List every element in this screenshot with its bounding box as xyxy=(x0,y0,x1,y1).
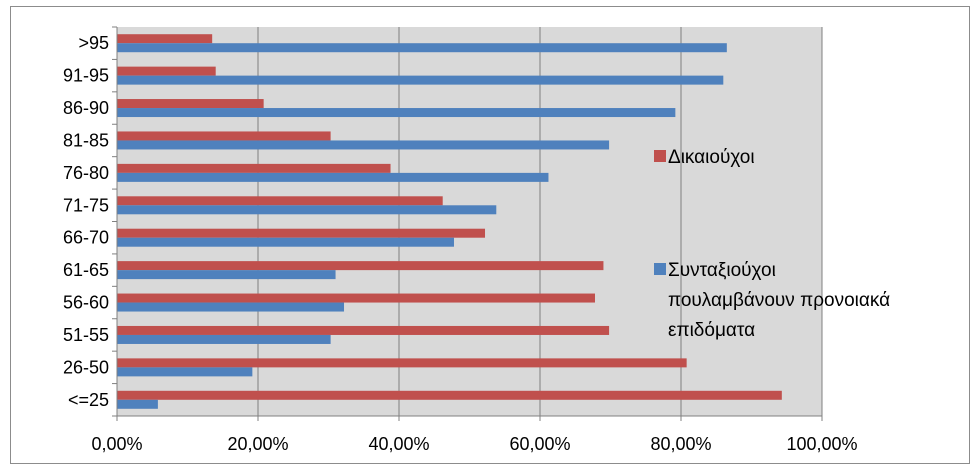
y-tick-label: 81-85 xyxy=(63,130,109,150)
bars xyxy=(117,34,782,409)
bar-dikaiouxoi xyxy=(117,228,486,238)
bar-syntaxiouxoi xyxy=(117,334,331,344)
legend: Δικαιούχοι Συνταξιούχοι πουλαμβάνουν προν… xyxy=(654,147,890,341)
x-tick-label: 80,00% xyxy=(650,434,711,454)
bar-syntaxiouxoi xyxy=(117,270,336,280)
bar-syntaxiouxoi xyxy=(117,172,549,182)
bar-dikaiouxoi xyxy=(117,99,264,109)
bar-syntaxiouxoi xyxy=(117,75,724,85)
bar-dikaiouxoi xyxy=(117,34,213,44)
y-tick-label: >95 xyxy=(78,33,109,53)
bar-syntaxiouxoi xyxy=(117,205,497,215)
x-tick-label: 100,00% xyxy=(786,434,857,454)
x-tick-label: 60,00% xyxy=(509,434,570,454)
bar-dikaiouxoi xyxy=(117,131,331,141)
y-tick-label: 91-95 xyxy=(63,66,109,86)
bar-dikaiouxoi xyxy=(117,358,687,368)
gridlines xyxy=(257,27,823,416)
x-tick-label: 0,00% xyxy=(91,434,142,454)
legend-swatch-dikaiouxoi xyxy=(654,150,666,162)
legend-label-line: πουλαμβάνουν προνοιακά xyxy=(668,290,890,311)
bar-syntaxiouxoi xyxy=(117,367,253,377)
x-tick-label: 20,00% xyxy=(227,434,288,454)
y-tick-label: 26-50 xyxy=(63,357,109,377)
bar-dikaiouxoi xyxy=(117,66,216,76)
bar-syntaxiouxoi xyxy=(117,237,454,247)
x-tick-label: 40,00% xyxy=(368,434,429,454)
y-tick-label: 56-60 xyxy=(63,293,109,313)
bar-syntaxiouxoi xyxy=(117,399,158,409)
legend-label-line: επιδόματα xyxy=(668,320,755,341)
bar-dikaiouxoi xyxy=(117,325,610,335)
bar-dikaiouxoi xyxy=(117,261,604,271)
bar-dikaiouxoi xyxy=(117,293,595,303)
y-tick-label: 71-75 xyxy=(63,195,109,215)
bar-syntaxiouxoi xyxy=(117,302,345,312)
bar-dikaiouxoi xyxy=(117,196,443,206)
plot-area xyxy=(117,27,822,416)
legend-swatch-syntaxiouxoi xyxy=(654,263,666,275)
y-tick-label: 86-90 xyxy=(63,98,109,118)
bar-syntaxiouxoi xyxy=(117,43,727,53)
y-tick-label: 66-70 xyxy=(63,228,109,248)
y-tick-label: <=25 xyxy=(68,390,109,410)
y-tick-label: 61-65 xyxy=(63,260,109,280)
bar-dikaiouxoi xyxy=(117,163,391,173)
x-axis: 0,00% 20,00% 40,00% 60,00% 80,00% 100,00% xyxy=(91,415,858,454)
legend-label-syntaxiouxoi: Συνταξιούχοι πουλαμβάνουν προνοιακά επιδόμ… xyxy=(668,260,890,341)
legend-label-line: Συνταξιούχοι xyxy=(668,260,776,281)
legend-label-dikaiouxoi: Δικαιούχοι xyxy=(668,147,755,168)
bar-syntaxiouxoi xyxy=(117,108,676,118)
bar-dikaiouxoi xyxy=(117,390,782,400)
y-axis: >95 91-95 86-90 81-85 76-80 71-75 66-70 61-65 56… xyxy=(63,26,118,417)
bar-syntaxiouxoi xyxy=(117,140,610,150)
y-tick-label: 51-55 xyxy=(63,325,109,345)
y-tick-label: 76-80 xyxy=(63,163,109,183)
